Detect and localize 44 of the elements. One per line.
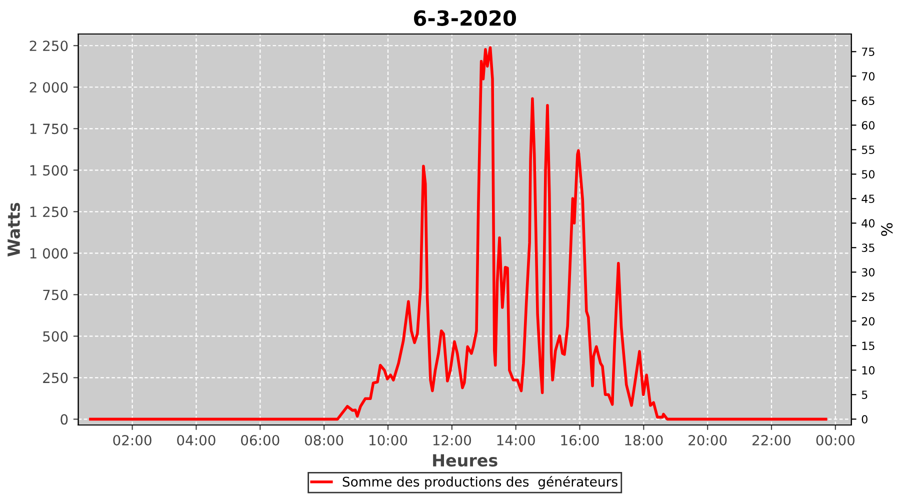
- y-tick-label: 1 750: [30, 124, 68, 134]
- y-tick-label: 1 250: [30, 206, 68, 218]
- y2-tick-label: 40: [862, 219, 875, 228]
- y-tick-label: 500: [43, 331, 68, 342]
- y-axis-title: Watts: [8, 202, 20, 256]
- y2-tick-label: 50: [862, 170, 875, 179]
- y-tick-label: 1 000: [30, 248, 68, 259]
- y2-tick-label: 70: [862, 72, 875, 81]
- x-tick-label: 00:00: [816, 434, 855, 446]
- y2-tick-label: 15: [862, 342, 874, 350]
- y2-tick-label: 25: [862, 292, 874, 302]
- y2-tick-label: 55: [862, 146, 874, 154]
- x-tick-label: 06:00: [241, 434, 280, 446]
- y2-tick-label: 30: [862, 268, 875, 277]
- x-tick-label: 02:00: [113, 434, 152, 446]
- y2-tick-label: 20: [862, 317, 875, 326]
- y2-tick-label: 5: [862, 390, 868, 399]
- y-tick-label: 2 000: [30, 82, 68, 93]
- x-tick-label: 10:00: [370, 434, 408, 446]
- x-tick-label: 16:00: [561, 434, 599, 446]
- y2-tick-label: 45: [862, 194, 874, 204]
- x-tick-label: 08:00: [304, 434, 344, 446]
- y2-tick-label: 60: [862, 121, 875, 130]
- y-tick-label: 750: [43, 290, 68, 300]
- y2-tick-label: 35: [862, 244, 874, 252]
- y-tick-label: 2 250: [30, 40, 68, 52]
- x-tick-label: 04:00: [177, 434, 216, 446]
- y2-tick-label: 0: [862, 415, 868, 424]
- y2-tick-label: 75: [862, 48, 874, 56]
- legend-label: Somme des productions des générateurs: [342, 476, 618, 490]
- y2-axis-title: %: [881, 223, 893, 236]
- y-tick-label: 0: [60, 414, 68, 425]
- line-series: [89, 46, 828, 421]
- y-tick-label: 1 500: [30, 165, 68, 176]
- x-tick-label: 12:00: [433, 434, 471, 446]
- x-tick-label: 18:00: [625, 434, 663, 446]
- x-tick-label: 22:00: [752, 434, 791, 446]
- x-axis-title: Heures: [433, 454, 498, 467]
- chart-title: 6-3-2020: [414, 10, 516, 26]
- y2-tick-label: 10: [862, 366, 875, 374]
- y2-tick-label: 65: [862, 96, 874, 106]
- y-tick-label: 250: [43, 372, 68, 384]
- x-tick-label: 20:00: [688, 434, 727, 446]
- x-tick-label: 14:00: [497, 434, 535, 446]
